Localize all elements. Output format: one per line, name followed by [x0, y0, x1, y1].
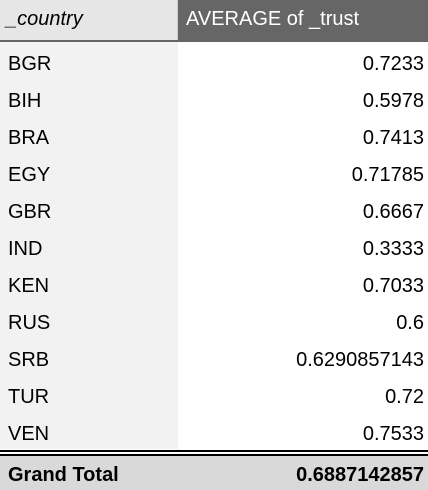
country-cell[interactable]: KEN	[0, 264, 178, 301]
value-label: 0.7033	[362, 275, 424, 297]
grand-total-label: Grand Total	[8, 464, 119, 486]
table-row: KEN 0.7033	[0, 264, 428, 301]
country-cell[interactable]: EGY	[0, 153, 178, 190]
data-field-header[interactable]: AVERAGE of _trust	[178, 0, 428, 40]
value-label: 0.7533	[362, 423, 424, 445]
value-label: 0.5978	[362, 90, 424, 112]
table-row: TUR 0.72	[0, 375, 428, 412]
country-label: BRA	[8, 127, 50, 149]
value-label: 0.6667	[362, 201, 424, 223]
country-label: VEN	[8, 423, 50, 445]
value-label: 0.7233	[362, 53, 424, 75]
header-divider	[0, 40, 428, 42]
value-cell[interactable]: 0.5978	[178, 79, 428, 116]
value-label: 0.6290857143	[296, 349, 424, 371]
value-cell[interactable]: 0.7413	[178, 116, 428, 153]
country-cell[interactable]: GBR	[0, 190, 178, 227]
country-label: GBR	[8, 201, 52, 223]
country-cell[interactable]: VEN	[0, 412, 178, 449]
value-cell[interactable]: 0.72	[178, 375, 428, 412]
value-cell[interactable]: 0.6	[178, 301, 428, 338]
grand-total-value: 0.6887142857	[296, 464, 424, 486]
country-cell[interactable]: BIH	[0, 79, 178, 116]
pivot-header: _country AVERAGE of _trust	[0, 0, 428, 42]
value-cell[interactable]: 0.7533	[178, 412, 428, 449]
table-row: BRA 0.7413	[0, 116, 428, 153]
total-divider-top	[0, 450, 428, 452]
country-cell[interactable]: TUR	[0, 375, 178, 412]
table-row: SRB 0.6290857143	[0, 338, 428, 375]
value-cell[interactable]: 0.7233	[178, 42, 428, 79]
value-label: 0.72	[385, 386, 424, 408]
country-cell[interactable]: RUS	[0, 301, 178, 338]
value-cell[interactable]: 0.6667	[178, 190, 428, 227]
value-cell[interactable]: 0.6290857143	[178, 338, 428, 375]
value-label: 0.3333	[362, 238, 424, 260]
pivot-rows: BGR 0.7233 BIH 0.5978 BRA 0.7413 EGY 0.7…	[0, 42, 428, 449]
country-label: BGR	[8, 53, 52, 75]
country-cell[interactable]: BGR	[0, 42, 178, 79]
country-label: TUR	[8, 386, 50, 408]
table-row: GBR 0.6667	[0, 190, 428, 227]
value-cell[interactable]: 0.7033	[178, 264, 428, 301]
value-cell[interactable]: 0.71785	[178, 153, 428, 190]
country-label: RUS	[8, 312, 51, 334]
table-row: BIH 0.5978	[0, 79, 428, 116]
table-row: RUS 0.6	[0, 301, 428, 338]
country-label: EGY	[8, 164, 51, 186]
grand-total-row[interactable]: Grand Total 0.6887142857	[0, 456, 428, 490]
table-row: VEN 0.7533	[0, 412, 428, 449]
data-field-label: AVERAGE of _trust	[186, 8, 360, 30]
country-label: IND	[8, 238, 43, 260]
table-row: BGR 0.7233	[0, 42, 428, 79]
country-label: KEN	[8, 275, 50, 297]
value-label: 0.71785	[351, 164, 424, 186]
value-cell[interactable]: 0.3333	[178, 227, 428, 264]
country-cell[interactable]: IND	[0, 227, 178, 264]
table-row: IND 0.3333	[0, 227, 428, 264]
country-cell[interactable]: SRB	[0, 338, 178, 375]
row-field-label: _country	[6, 8, 83, 30]
value-label: 0.7413	[362, 127, 424, 149]
country-label: SRB	[8, 349, 50, 371]
value-label: 0.6	[396, 312, 424, 334]
country-cell[interactable]: BRA	[0, 116, 178, 153]
total-divider-bottom	[0, 454, 428, 456]
row-field-header[interactable]: _country	[0, 0, 178, 40]
table-row: EGY 0.71785	[0, 153, 428, 190]
country-label: BIH	[8, 90, 42, 112]
